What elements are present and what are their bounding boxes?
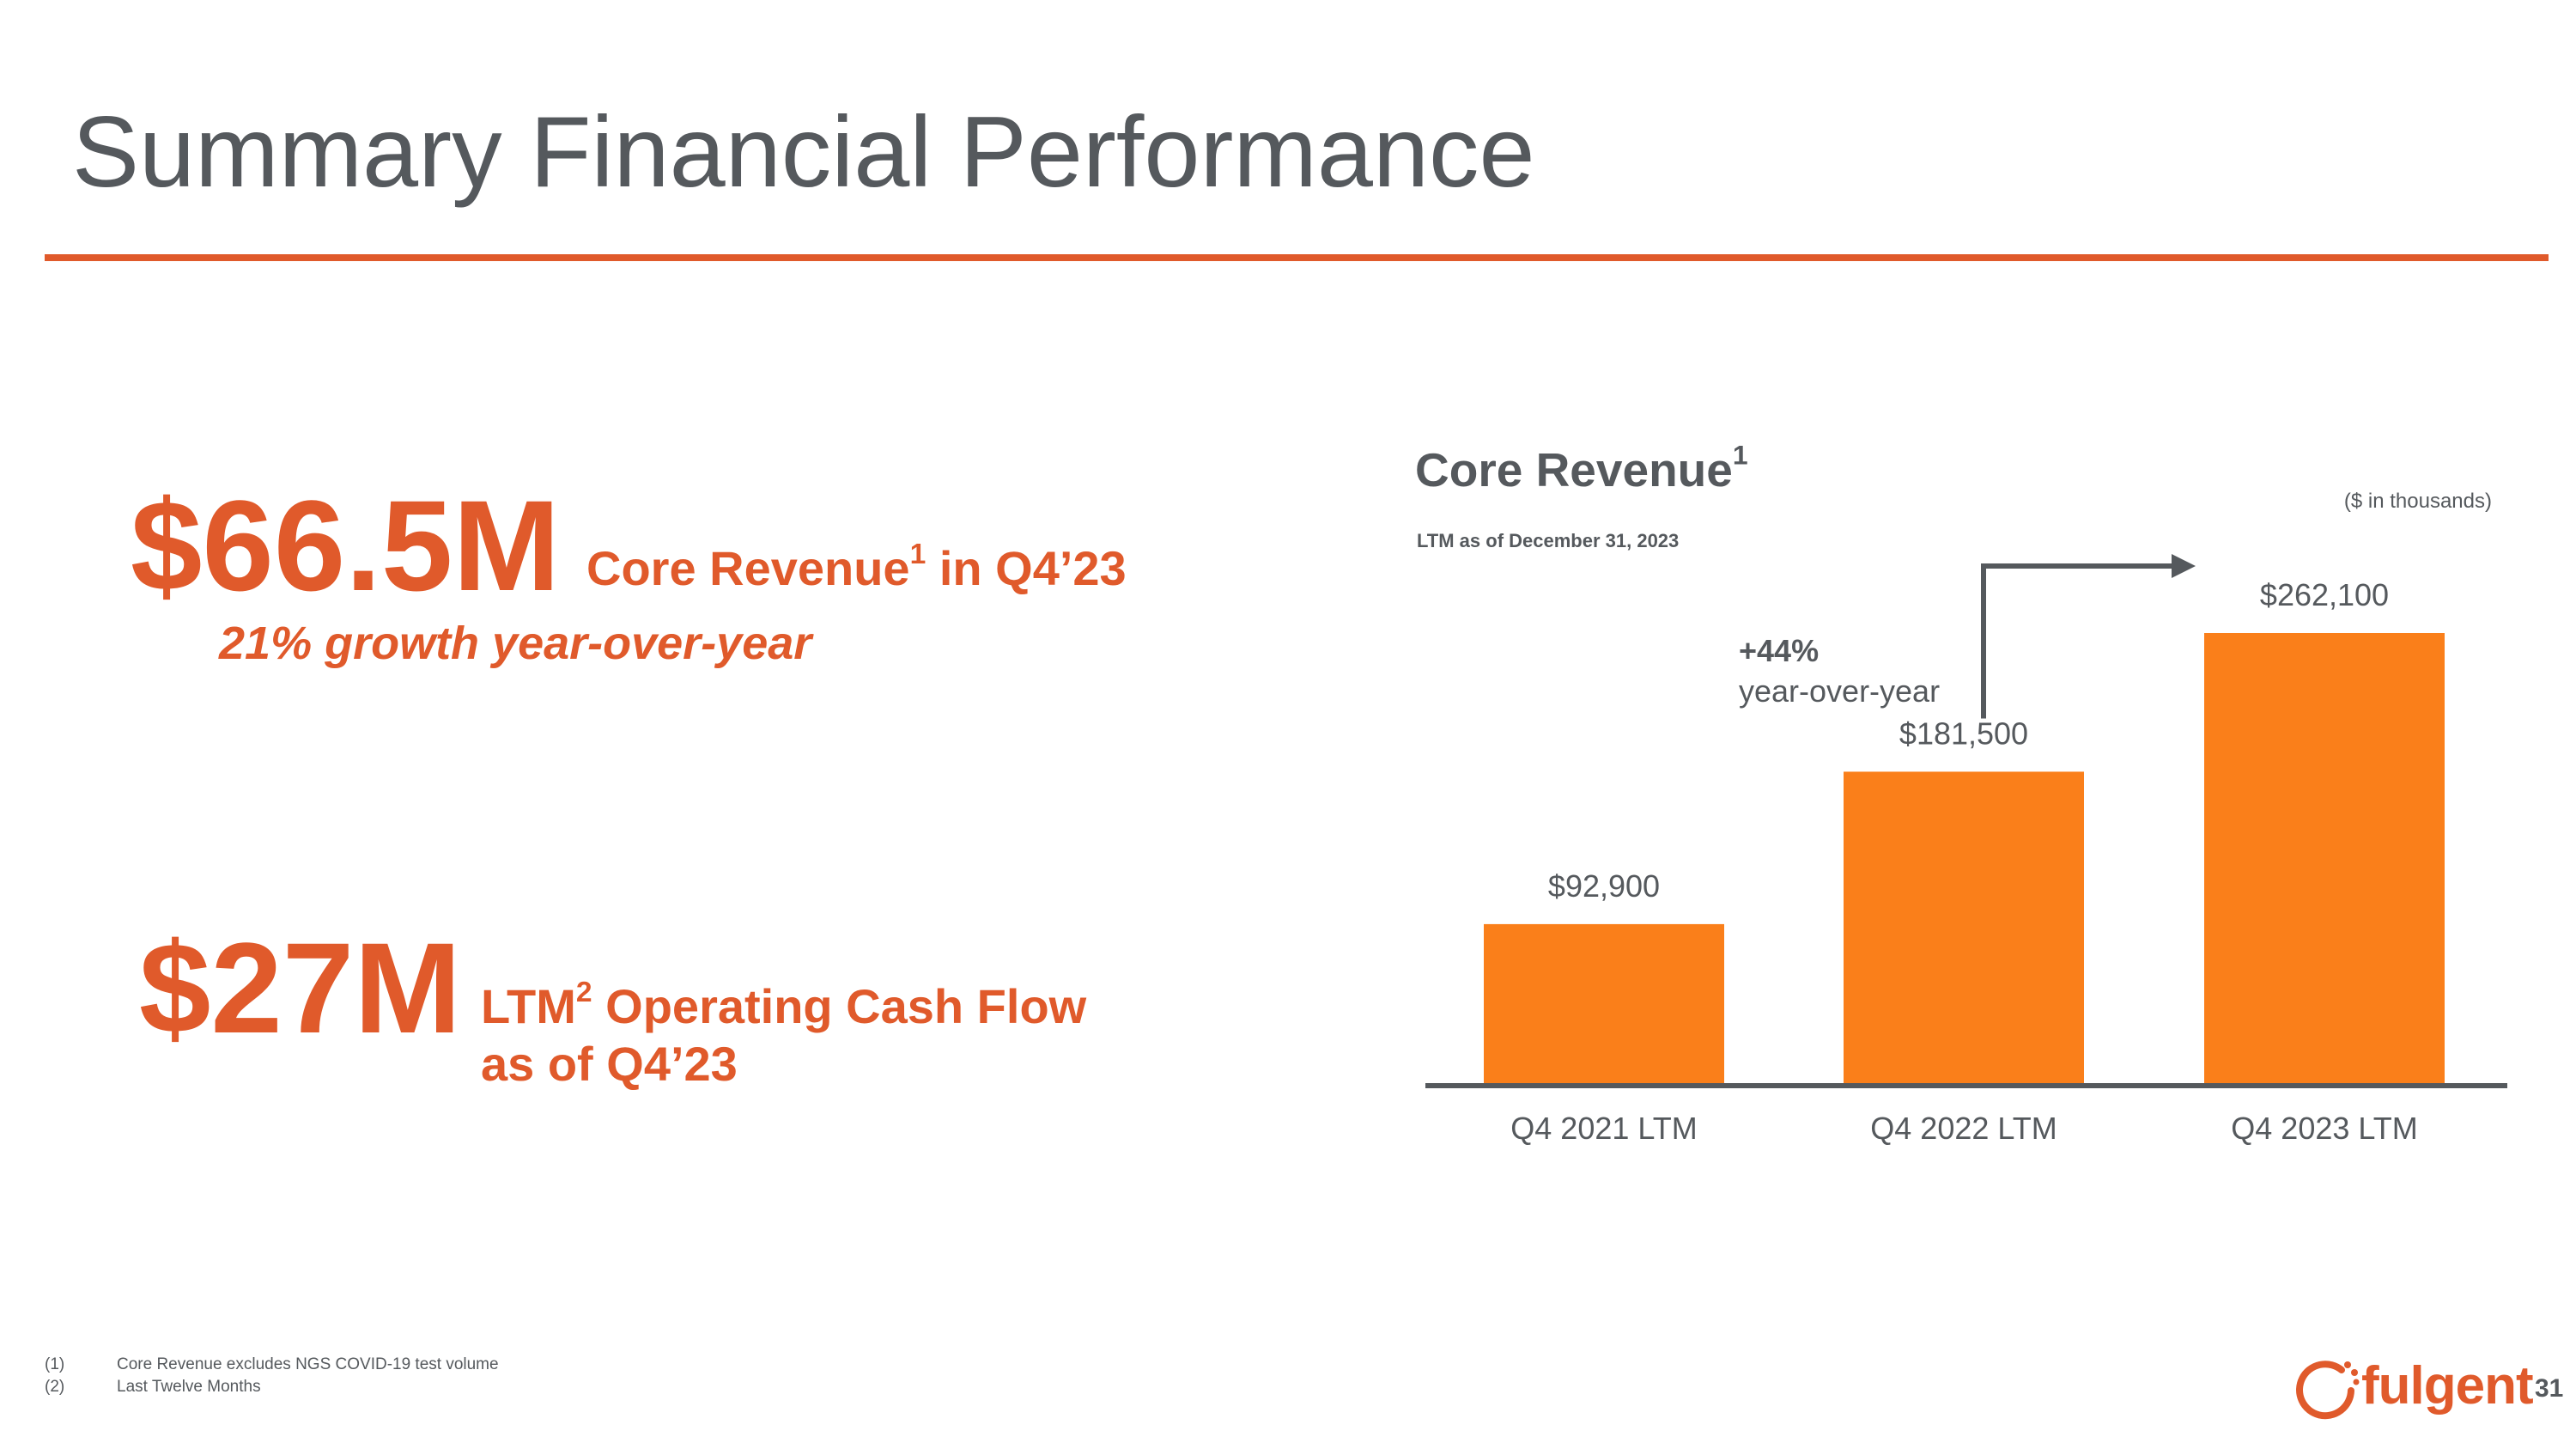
x-tick-label-3: Q4 2023 LTM <box>2231 1111 2417 1146</box>
growth-arrow-head <box>2172 554 2196 578</box>
kpi-core-revenue-footnote-ref: 1 <box>909 538 927 570</box>
footnote-1-text: Core Revenue excludes NGS COVID-19 test … <box>117 1355 499 1373</box>
kpi-core-revenue-period: in Q4’23 <box>926 541 1127 595</box>
fulgent-logo: fulgent <box>2294 1353 2534 1430</box>
chart-title-text: Core Revenue <box>1415 443 1733 496</box>
growth-annotation: +44% year-over-year <box>1739 631 1940 712</box>
x-tick-label-1: Q4 2021 LTM <box>1510 1111 1697 1146</box>
chart-subtitle: LTM as of December 31, 2023 <box>1417 530 1680 551</box>
footnote-2-number: (2) <box>45 1377 65 1396</box>
kpi-operating-cash-flow-line1: LTM2 Operating Cash Flow <box>481 977 1086 1035</box>
growth-percentage: +44% <box>1739 633 1820 668</box>
growth-arrow-line <box>1981 563 2174 719</box>
kpi-operating-cash-flow-footnote-ref: 2 <box>575 976 592 1008</box>
kpi-core-revenue-value: $66.5M <box>131 473 561 618</box>
chart-title-footnote-ref: 1 <box>1732 439 1748 471</box>
kpi-operating-cash-flow-label: Operating Cash Flow <box>592 979 1087 1033</box>
bar-1 <box>1484 923 1724 1084</box>
x-tick-label-2: Q4 2022 LTM <box>1870 1111 2057 1146</box>
data-label-1: $92,900 <box>1548 868 1660 904</box>
chart-title: Core Revenue1 <box>1415 441 1748 494</box>
kpi-operating-cash-flow-line2: as of Q4’23 <box>481 1037 738 1092</box>
fulgent-ring-logo-icon <box>2296 1361 2360 1420</box>
chart-units-note: ($ in thousands) <box>2343 490 2492 513</box>
data-label-2: $181,500 <box>1899 715 2028 751</box>
page-number: 31 <box>2535 1374 2564 1403</box>
footnotes: (1) Core Revenue excludes NGS COVID-19 te… <box>45 1354 499 1397</box>
page-title: Summary Financial Performance <box>72 95 1535 208</box>
kpi-operating-cash-flow-value: $27M <box>139 916 462 1060</box>
logo-wordmark: fulgent <box>2361 1356 2534 1416</box>
kpi-operating-cash-flow-description: LTM2 Operating Cash Flow as of Q4’23 <box>481 977 1086 1093</box>
growth-label: year-over-year <box>1739 673 1941 709</box>
kpi-core-revenue-label: Core Revenue <box>586 541 910 595</box>
kpi-core-revenue-description: Core Revenue1 in Q4’23 <box>586 539 1127 597</box>
bar-2 <box>1844 771 2084 1084</box>
data-label-3: $262,100 <box>2260 577 2389 612</box>
footnote-1: (1) Core Revenue excludes NGS COVID-19 te… <box>45 1354 499 1376</box>
footnote-2: (2) Last Twelve Months <box>45 1376 499 1398</box>
bar-3 <box>2204 633 2445 1084</box>
kpi-core-revenue-growth: 21% growth year-over-year <box>219 618 812 669</box>
title-divider <box>45 254 2549 261</box>
footnote-1-number: (1) <box>45 1355 65 1373</box>
footnote-2-text: Last Twelve Months <box>117 1377 261 1396</box>
kpi-operating-cash-flow-ltm: LTM <box>481 979 576 1033</box>
